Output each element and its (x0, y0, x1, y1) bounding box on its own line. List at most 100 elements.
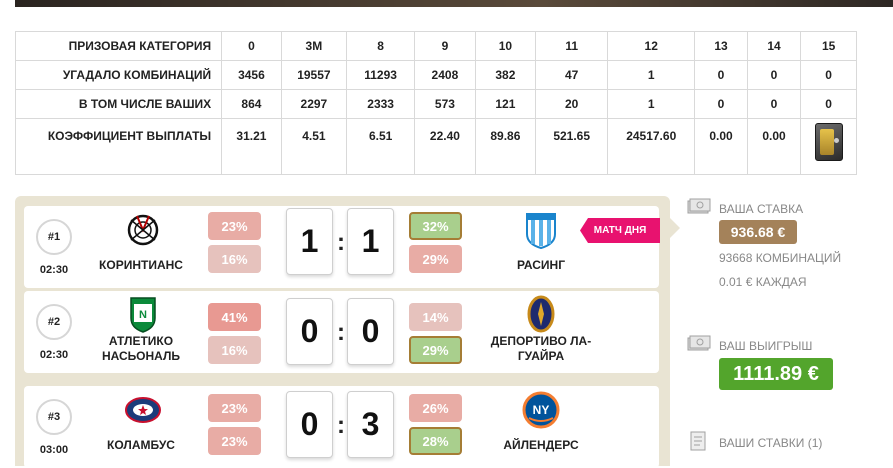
table-cell: 24517.60 (607, 118, 696, 175)
table-cell: 22.40 (414, 118, 476, 175)
columbus-logo-icon (125, 397, 161, 423)
score-away: 3 (347, 391, 394, 458)
corinthians-logo-icon (127, 214, 159, 246)
match-time: 02:30 (39, 349, 69, 361)
home-pct-bottom[interactable]: 23% (208, 427, 261, 455)
away-pct-top[interactable]: 32% (409, 212, 462, 240)
table-cell: 6.51 (346, 118, 416, 175)
match-time: 02:30 (39, 264, 69, 276)
score-home: 0 (286, 391, 333, 458)
header-cell: 3M (280, 31, 348, 61)
match-of-day-badge: МАТЧ ДНЯ (580, 218, 660, 243)
prize-row: УГАДАЛО КОМБИНАЦИЙ 3456 19557 11293 2408… (14, 60, 857, 90)
score-home: 1 (286, 208, 333, 275)
score-separator: : (337, 229, 345, 256)
prize-row: В ТОМ ЧИСЛЕ ВАШИХ 864 2297 2333 573 121 … (14, 89, 857, 119)
table-cell: 2408 (414, 60, 476, 90)
score-separator: : (337, 319, 345, 346)
header-cell: 8 (346, 31, 416, 61)
safe-icon (814, 123, 843, 161)
win-label: ВАШ ВЫИГРЫШ (719, 339, 813, 353)
table-cell: 4.51 (280, 118, 348, 175)
home-pct-top[interactable]: 41% (208, 303, 261, 331)
home-team-name: АТЛЕТИКО НАСЬОНАЛЬ (101, 334, 181, 363)
away-pct-top[interactable]: 14% (409, 303, 462, 331)
score-home: 0 (286, 298, 333, 365)
prize-row: КОЭФФИЦИЕНТ ВЫПЛАТЫ 31.21 4.51 6.51 22.4… (14, 118, 857, 175)
match-time: 03:00 (39, 444, 69, 456)
combinations-count: 93668 КОМБИНАЦИЙ (719, 251, 842, 265)
score-away: 1 (347, 208, 394, 275)
table-cell: 47 (535, 60, 609, 90)
table-cell: 0 (694, 60, 748, 90)
match-card[interactable]: #3 03:00 КОЛАМБУС 23% 23% 0 : 3 26% 28% … (24, 386, 659, 468)
match-card[interactable]: #2 02:30 N АТЛЕТИКО НАСЬОНАЛЬ 41% 16% 0 … (24, 291, 659, 373)
header-cell: 0 (221, 31, 282, 61)
racing-logo-icon (526, 213, 556, 250)
table-cell: 0 (746, 89, 802, 119)
table-cell: 0 (800, 89, 857, 119)
atletico-nacional-logo-icon: N (130, 297, 156, 333)
win-value: 1111.89 € (719, 358, 833, 390)
match-number: #2 (36, 304, 72, 340)
table-cell: 0 (694, 89, 748, 119)
price-each: 0.01 € КАЖДАЯ (719, 275, 807, 289)
score-away: 0 (347, 298, 394, 365)
table-cell: 2333 (346, 89, 416, 119)
prize-table: ПРИЗОВАЯ КАТЕГОРИЯ 0 3M 8 9 10 11 12 13 … (14, 31, 857, 175)
svg-text:N: N (139, 309, 147, 321)
away-pct-top[interactable]: 26% (409, 394, 462, 422)
table-cell: 1 (607, 60, 696, 90)
document-icon (690, 431, 706, 451)
away-team-name: ДЕПОРТИВО ЛА-ГУАЙРА (490, 334, 592, 363)
table-cell: 1 (607, 89, 696, 119)
home-pct-bottom[interactable]: 16% (208, 245, 261, 273)
away-pct-bottom[interactable]: 29% (409, 245, 462, 273)
table-cell: 864 (221, 89, 282, 119)
home-pct-bottom[interactable]: 16% (208, 336, 261, 364)
table-cell: 3456 (221, 60, 282, 90)
header-cell: 10 (474, 31, 537, 61)
top-banner-strip (15, 0, 893, 7)
header-cell: 9 (414, 31, 476, 61)
money-stack-icon (687, 335, 711, 351)
header-cell: 12 (607, 31, 696, 61)
header-cell: 11 (535, 31, 609, 61)
my-bets-link[interactable]: ВАШИ СТАВКИ (1) (719, 436, 823, 450)
row-label: КОЭФФИЦИЕНТ ВЫПЛАТЫ (14, 118, 223, 175)
prize-header-row: ПРИЗОВАЯ КАТЕГОРИЯ 0 3M 8 9 10 11 12 13 … (14, 31, 857, 61)
row-label: УГАДАЛО КОМБИНАЦИЙ (14, 60, 223, 90)
money-stack-icon (687, 198, 711, 214)
table-cell: 0 (746, 60, 802, 90)
table-cell: 89.86 (474, 118, 537, 175)
away-pct-bottom[interactable]: 29% (409, 336, 462, 364)
stake-label: ВАША СТАВКА (719, 202, 804, 216)
table-cell: 0.00 (694, 118, 748, 175)
table-cell: 121 (474, 89, 537, 119)
score-separator: : (337, 412, 345, 439)
match-number: #3 (36, 399, 72, 435)
matches-panel: #1 02:30 КОРИНТИАНС 23% 16% 1 : 1 32% 29… (15, 196, 670, 468)
away-pct-bottom[interactable]: 28% (409, 427, 462, 455)
svg-text:NY: NY (533, 403, 550, 417)
home-team-name: КОЛАМБУС (107, 438, 175, 452)
table-cell: 521.65 (535, 118, 609, 175)
home-pct-top[interactable]: 23% (208, 212, 261, 240)
table-cell: 2297 (280, 89, 348, 119)
header-cell: 14 (746, 31, 802, 61)
table-cell: 382 (474, 60, 537, 90)
table-cell (800, 118, 857, 175)
header-cell: 13 (694, 31, 748, 61)
away-team-name: РАСИНГ (516, 258, 566, 272)
match-card[interactable]: #1 02:30 КОРИНТИАНС 23% 16% 1 : 1 32% 29… (24, 206, 660, 288)
row-label: В ТОМ ЧИСЛЕ ВАШИХ (14, 89, 223, 119)
home-pct-top[interactable]: 23% (208, 394, 261, 422)
table-cell: 0.00 (746, 118, 802, 175)
away-team-name: АЙЛЕНДЕРС (503, 438, 579, 452)
home-team-name: КОРИНТИАНС (99, 258, 183, 272)
table-cell: 11293 (346, 60, 416, 90)
stake-value: 936.68 € (719, 220, 797, 244)
match-number: #1 (36, 219, 72, 255)
panel-pointer (670, 218, 680, 238)
header-cell: 15 (800, 31, 857, 61)
